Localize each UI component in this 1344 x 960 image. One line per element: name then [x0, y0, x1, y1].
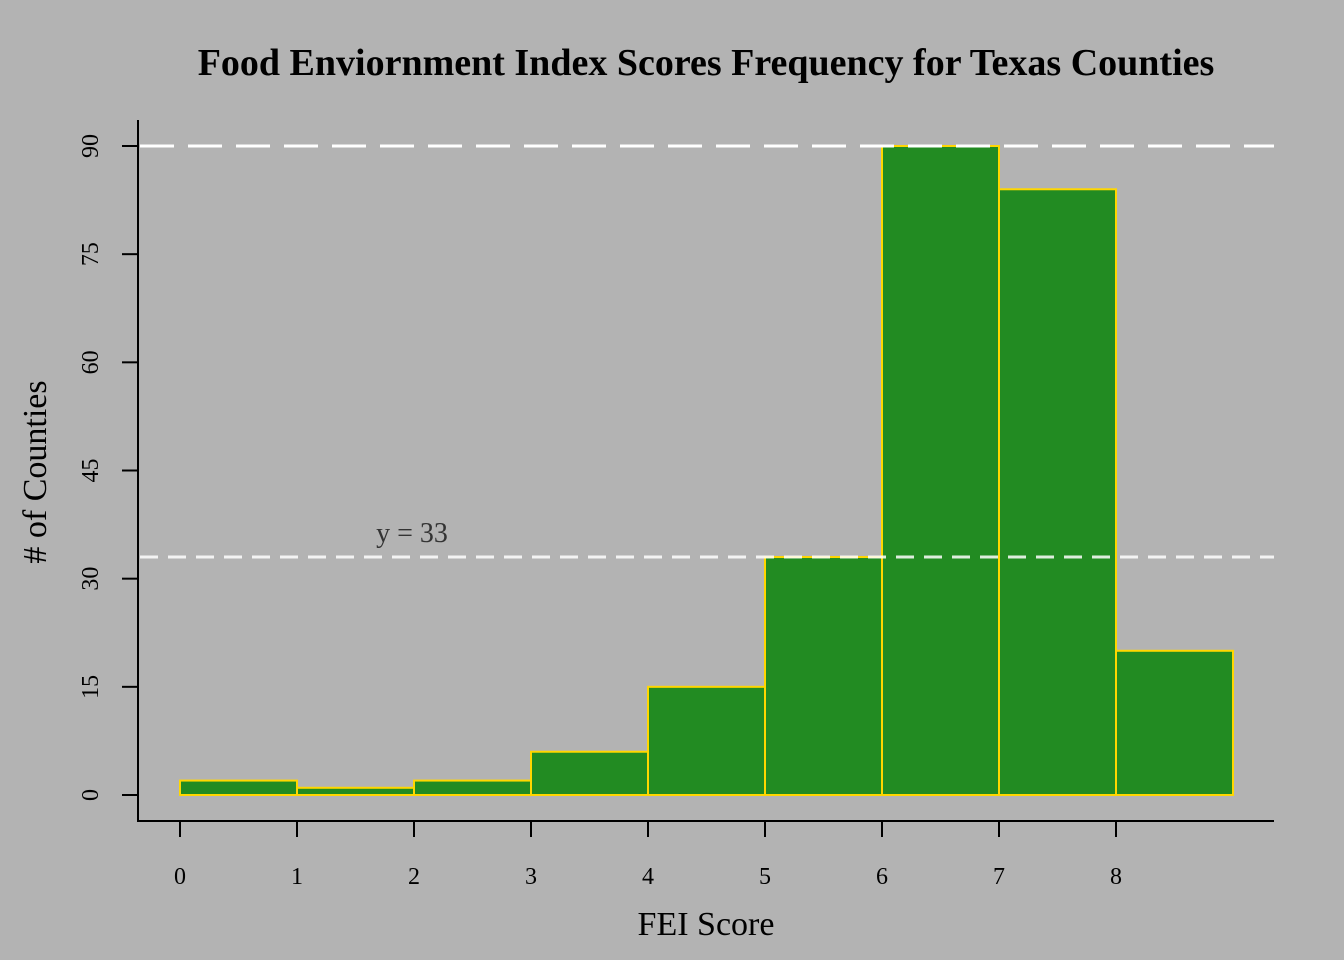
- y-ticks-group: 0 15 30 45 60 75 90: [78, 134, 138, 801]
- x-ticks-group: 0 1 2 3 4 5 6 7 8: [174, 821, 1122, 890]
- histogram-bar-7: [998, 188, 1117, 796]
- histogram-bar-8: [1115, 649, 1234, 796]
- reference-lines-group: y = 33: [140, 144, 1274, 559]
- y-tick-label-5: 75: [78, 242, 104, 266]
- y-tick-label-1: 15: [78, 675, 104, 699]
- x-tick-label-4: 4: [642, 864, 654, 890]
- histogram-bar-6: [881, 145, 1000, 796]
- x-tick-label-6: 6: [876, 864, 888, 890]
- histogram-bar-1: [296, 786, 415, 796]
- y-tick-label-6: 90: [78, 134, 104, 158]
- chart-title: Food Enviornment Index Scores Frequency …: [198, 42, 1215, 84]
- x-tick-label-2: 2: [408, 864, 420, 890]
- x-tick-label-0: 0: [174, 864, 186, 890]
- histogram-bar-0: [179, 779, 298, 796]
- bars-group: [179, 145, 1234, 797]
- y-tick-label-4: 60: [78, 350, 104, 374]
- histogram-bar-5: [764, 556, 883, 796]
- x-tick-label-5: 5: [759, 864, 771, 890]
- histogram-bar-3: [530, 750, 649, 797]
- x-tick-label-3: 3: [525, 864, 537, 890]
- x-tick-label-1: 1: [291, 864, 303, 890]
- histogram-bar-2: [413, 779, 532, 796]
- x-axis-title: FEI Score: [638, 906, 775, 943]
- y-tick-label-0: 0: [78, 789, 104, 801]
- y-axis-title: # of Counties: [17, 380, 54, 563]
- y-tick-label-2: 30: [78, 567, 104, 591]
- histogram-bar-4: [647, 685, 766, 796]
- x-tick-label-8: 8: [1110, 864, 1122, 890]
- y-tick-label-3: 45: [78, 459, 104, 483]
- x-tick-label-7: 7: [993, 864, 1005, 890]
- reference-line-label: y = 33: [376, 518, 448, 549]
